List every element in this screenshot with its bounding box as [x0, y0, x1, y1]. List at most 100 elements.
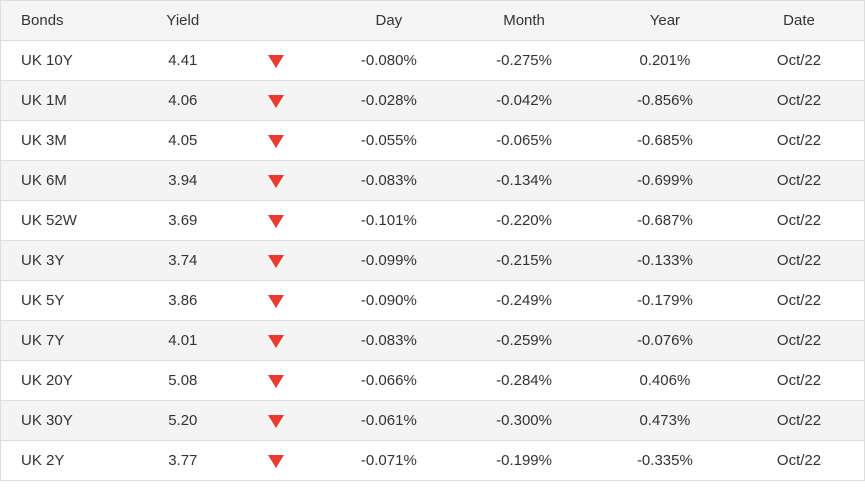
bond-name: UK 20Y	[0, 360, 139, 401]
quote-date: Oct/22	[734, 280, 865, 321]
bond-yield: 3.69	[138, 200, 227, 241]
bond-yield: 3.77	[138, 440, 227, 481]
column-header-bonds: Bonds	[0, 0, 139, 41]
bond-name: UK 2Y	[0, 440, 139, 481]
bond-yield: 3.86	[138, 280, 227, 321]
change-direction-cell	[226, 80, 326, 121]
bond-name: UK 10Y	[0, 40, 139, 81]
table-row[interactable]: UK 20Y 5.08 -0.066% -0.284% 0.406% Oct/2…	[0, 360, 865, 401]
day-change: -0.099%	[325, 240, 453, 281]
table-row[interactable]: UK 30Y 5.20 -0.061% -0.300% 0.473% Oct/2…	[0, 400, 865, 441]
table-row[interactable]: UK 6M 3.94 -0.083% -0.134% -0.699% Oct/2…	[0, 160, 865, 201]
down-arrow-icon	[268, 174, 285, 188]
bond-name: UK 52W	[0, 200, 139, 241]
down-arrow-icon	[268, 374, 285, 388]
column-header-date: Date	[734, 0, 865, 41]
down-arrow-icon	[268, 214, 285, 228]
bond-name: UK 3Y	[0, 240, 139, 281]
change-direction-cell	[226, 40, 326, 81]
month-change: -0.284%	[452, 360, 596, 401]
day-change: -0.083%	[325, 320, 453, 361]
year-change: -0.335%	[595, 440, 734, 481]
year-change: -0.699%	[595, 160, 734, 201]
bond-name: UK 6M	[0, 160, 139, 201]
month-change: -0.042%	[452, 80, 596, 121]
table-row[interactable]: UK 3M 4.05 -0.055% -0.065% -0.685% Oct/2…	[0, 120, 865, 161]
table-row[interactable]: UK 10Y 4.41 -0.080% -0.275% 0.201% Oct/2…	[0, 40, 865, 81]
day-change: -0.055%	[325, 120, 453, 161]
day-change: -0.090%	[325, 280, 453, 321]
down-arrow-icon	[268, 254, 285, 268]
month-change: -0.300%	[452, 400, 596, 441]
change-direction-cell	[226, 160, 326, 201]
table-row[interactable]: UK 52W 3.69 -0.101% -0.220% -0.687% Oct/…	[0, 200, 865, 241]
header-row: Bonds Yield Day Month Year Date	[0, 0, 865, 41]
bond-yield: 4.06	[138, 80, 227, 121]
change-direction-cell	[226, 360, 326, 401]
column-header-direction	[226, 0, 326, 41]
bond-name: UK 5Y	[0, 280, 139, 321]
month-change: -0.275%	[452, 40, 596, 81]
bond-yield: 5.20	[138, 400, 227, 441]
quote-date: Oct/22	[734, 160, 865, 201]
year-change: -0.856%	[595, 80, 734, 121]
bond-yield: 4.01	[138, 320, 227, 361]
column-header-day: Day	[325, 0, 453, 41]
bond-name: UK 3M	[0, 120, 139, 161]
change-direction-cell	[226, 120, 326, 161]
day-change: -0.101%	[325, 200, 453, 241]
bonds-table: Bonds Yield Day Month Year Date UK 10Y 4…	[0, 0, 865, 481]
quote-date: Oct/22	[734, 360, 865, 401]
column-header-year: Year	[595, 0, 734, 41]
day-change: -0.066%	[325, 360, 453, 401]
change-direction-cell	[226, 400, 326, 441]
year-change: -0.179%	[595, 280, 734, 321]
change-direction-cell	[226, 240, 326, 281]
table-row[interactable]: UK 5Y 3.86 -0.090% -0.249% -0.179% Oct/2…	[0, 280, 865, 321]
down-arrow-icon	[268, 94, 285, 108]
quote-date: Oct/22	[734, 40, 865, 81]
month-change: -0.259%	[452, 320, 596, 361]
down-arrow-icon	[268, 294, 285, 308]
year-change: 0.473%	[595, 400, 734, 441]
table-row[interactable]: UK 1M 4.06 -0.028% -0.042% -0.856% Oct/2…	[0, 80, 865, 121]
quote-date: Oct/22	[734, 240, 865, 281]
month-change: -0.220%	[452, 200, 596, 241]
day-change: -0.061%	[325, 400, 453, 441]
month-change: -0.249%	[452, 280, 596, 321]
down-arrow-icon	[268, 414, 285, 428]
month-change: -0.215%	[452, 240, 596, 281]
bond-yield: 4.05	[138, 120, 227, 161]
change-direction-cell	[226, 280, 326, 321]
table-body: UK 10Y 4.41 -0.080% -0.275% 0.201% Oct/2…	[0, 40, 865, 481]
bond-yield: 4.41	[138, 40, 227, 81]
down-arrow-icon	[268, 54, 285, 68]
quote-date: Oct/22	[734, 80, 865, 121]
quote-date: Oct/22	[734, 400, 865, 441]
bond-yield: 3.94	[138, 160, 227, 201]
day-change: -0.080%	[325, 40, 453, 81]
day-change: -0.071%	[325, 440, 453, 481]
year-change: -0.133%	[595, 240, 734, 281]
table-row[interactable]: UK 7Y 4.01 -0.083% -0.259% -0.076% Oct/2…	[0, 320, 865, 361]
bond-name: UK 30Y	[0, 400, 139, 441]
year-change: -0.076%	[595, 320, 734, 361]
change-direction-cell	[226, 320, 326, 361]
down-arrow-icon	[268, 454, 285, 468]
day-change: -0.028%	[325, 80, 453, 121]
month-change: -0.134%	[452, 160, 596, 201]
bond-yield: 3.74	[138, 240, 227, 281]
year-change: -0.687%	[595, 200, 734, 241]
month-change: -0.065%	[452, 120, 596, 161]
year-change: -0.685%	[595, 120, 734, 161]
quote-date: Oct/22	[734, 120, 865, 161]
bond-yield: 5.08	[138, 360, 227, 401]
down-arrow-icon	[268, 334, 285, 348]
table-row[interactable]: UK 3Y 3.74 -0.099% -0.215% -0.133% Oct/2…	[0, 240, 865, 281]
table-row[interactable]: UK 2Y 3.77 -0.071% -0.199% -0.335% Oct/2…	[0, 440, 865, 481]
column-header-yield: Yield	[138, 0, 227, 41]
day-change: -0.083%	[325, 160, 453, 201]
quote-date: Oct/22	[734, 440, 865, 481]
year-change: 0.201%	[595, 40, 734, 81]
bond-name: UK 7Y	[0, 320, 139, 361]
